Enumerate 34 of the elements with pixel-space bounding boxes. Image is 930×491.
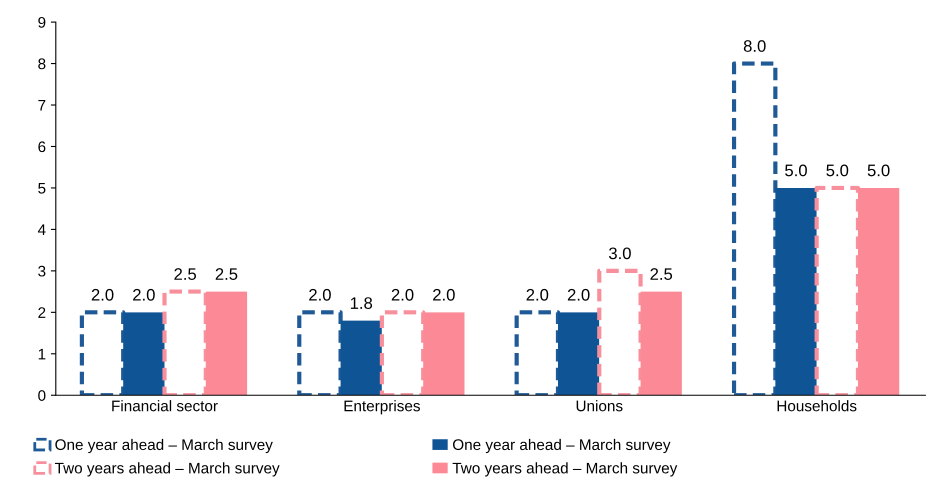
y-tick-label: 3: [38, 266, 46, 277]
data-label: 2.0: [433, 288, 455, 301]
legend-label: Two years ahead – March survey: [452, 462, 678, 477]
x-tick-label: Enterprises: [344, 400, 420, 414]
data-label: 2.5: [650, 268, 672, 280]
y-tick-label: 0: [38, 390, 46, 401]
x-tick-label: Unions: [576, 400, 622, 412]
data-label: 2.0: [568, 288, 590, 301]
data-label: 2.5: [174, 268, 196, 280]
y-tick-label: 9: [38, 16, 46, 28]
y-tick-label: 5: [38, 182, 46, 194]
legend-label: Two years ahead – March survey: [54, 462, 280, 477]
legend-label: One year ahead – March survey: [55, 438, 273, 454]
data-label: 2.0: [309, 288, 331, 301]
data-label: 5.0: [785, 164, 807, 176]
data-label: 2.0: [92, 288, 114, 301]
x-tick-label: Financial sector: [112, 400, 218, 412]
y-tick-label: 6: [38, 141, 46, 152]
data-label: 3.0: [608, 247, 631, 260]
data-label: 8.0: [744, 40, 766, 52]
data-label: 1.8: [350, 297, 372, 309]
y-tick-label: 2: [38, 307, 46, 318]
data-label: 2.5: [216, 268, 238, 280]
data-label: 2.0: [526, 288, 548, 301]
legend-label: One year ahead – March survey: [453, 438, 670, 454]
y-tick-label: 7: [38, 100, 46, 111]
y-tick-label: 8: [38, 58, 46, 70]
data-label: 5.0: [868, 164, 890, 176]
data-label: 2.0: [133, 288, 155, 301]
y-tick-label: 1: [38, 348, 46, 360]
x-tick-label: Households: [778, 400, 856, 412]
y-tick-label: 4: [38, 224, 46, 235]
data-label: 5.0: [826, 164, 848, 176]
data-label: 2.0: [392, 288, 414, 301]
